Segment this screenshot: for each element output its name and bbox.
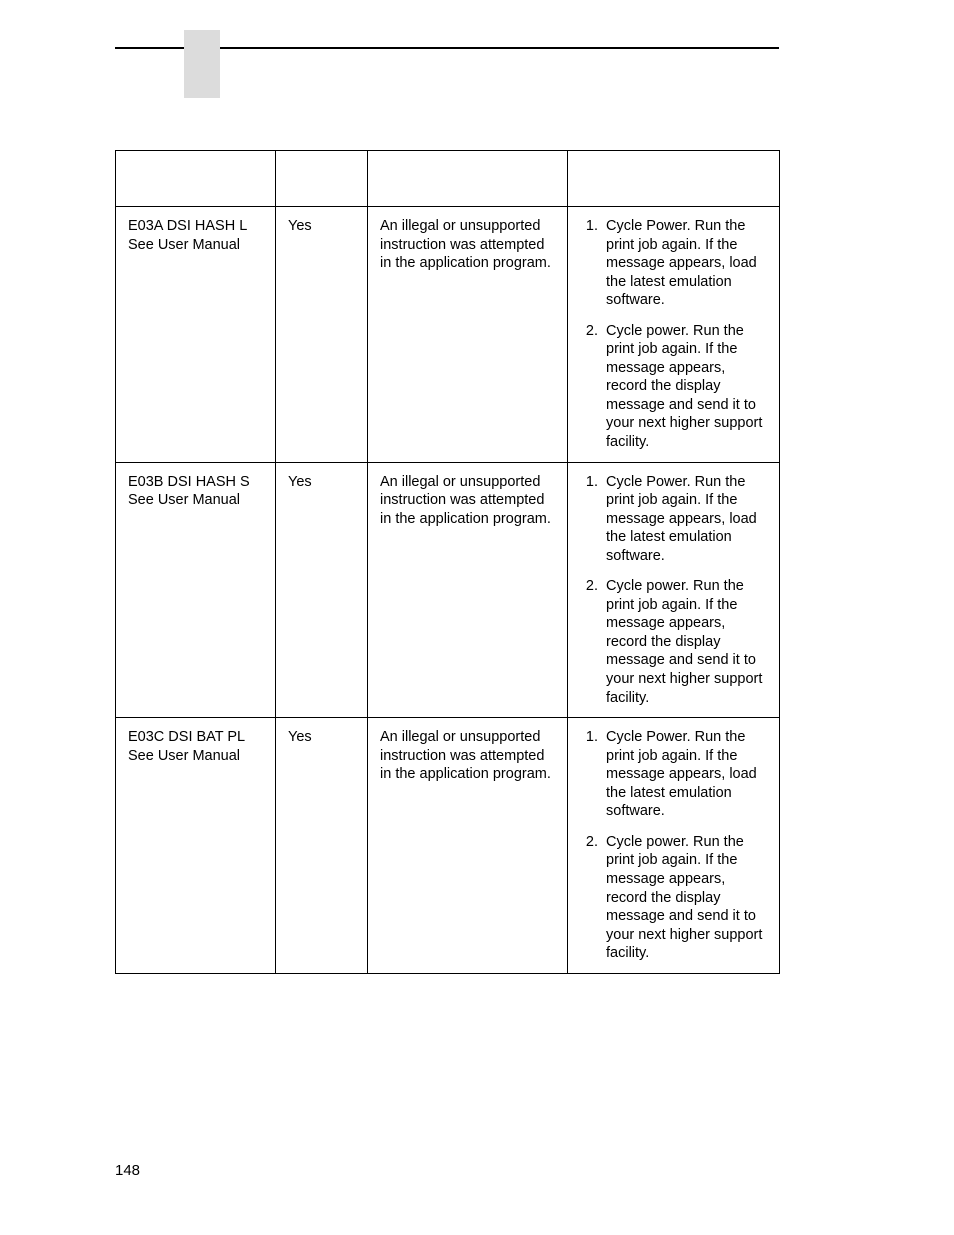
col-header-clear — [276, 151, 368, 207]
solution-list: Cycle Power. Run the print job again. If… — [580, 728, 769, 963]
error-codes-table-wrap: E03A DSI HASH L See User Manual Yes An i… — [115, 150, 779, 974]
error-codes-table: E03A DSI HASH L See User Manual Yes An i… — [115, 150, 780, 974]
cell-solution: Cycle Power. Run the print job again. If… — [568, 718, 780, 974]
solution-list: Cycle Power. Run the print job again. If… — [580, 473, 769, 708]
table-row: E03A DSI HASH L See User Manual Yes An i… — [116, 207, 780, 463]
solution-item: Cycle power. Run the print job again. If… — [602, 833, 769, 963]
col-header-solution — [568, 151, 780, 207]
solution-item: Cycle power. Run the print job again. If… — [602, 577, 769, 707]
message-code: E03B DSI HASH S — [128, 473, 265, 492]
solution-item: Cycle power. Run the print job again. If… — [602, 322, 769, 452]
header-tab — [184, 30, 220, 98]
message-subtext: See User Manual — [128, 236, 265, 255]
cell-solution: Cycle Power. Run the print job again. If… — [568, 462, 780, 718]
cell-solution: Cycle Power. Run the print job again. If… — [568, 207, 780, 463]
cell-message: E03A DSI HASH L See User Manual — [116, 207, 276, 463]
message-subtext: See User Manual — [128, 747, 265, 766]
header-rule-right — [220, 47, 779, 49]
message-subtext: See User Manual — [128, 491, 265, 510]
col-header-explanation — [368, 151, 568, 207]
page-number: 148 — [115, 1162, 140, 1179]
solution-item: Cycle Power. Run the print job again. If… — [602, 473, 769, 566]
solution-item: Cycle Power. Run the print job again. If… — [602, 217, 769, 310]
message-code: E03C DSI BAT PL — [128, 728, 265, 747]
table-header-row — [116, 151, 780, 207]
cell-message: E03B DSI HASH S See User Manual — [116, 462, 276, 718]
cell-clear: Yes — [276, 718, 368, 974]
cell-explanation: An illegal or unsupported instruction wa… — [368, 462, 568, 718]
solution-item: Cycle Power. Run the print job again. If… — [602, 728, 769, 821]
header-rule-left — [115, 47, 184, 49]
col-header-message — [116, 151, 276, 207]
cell-clear: Yes — [276, 207, 368, 463]
solution-list: Cycle Power. Run the print job again. If… — [580, 217, 769, 452]
cell-explanation: An illegal or unsupported instruction wa… — [368, 718, 568, 974]
cell-message: E03C DSI BAT PL See User Manual — [116, 718, 276, 974]
table-row: E03B DSI HASH S See User Manual Yes An i… — [116, 462, 780, 718]
table-row: E03C DSI BAT PL See User Manual Yes An i… — [116, 718, 780, 974]
cell-explanation: An illegal or unsupported instruction wa… — [368, 207, 568, 463]
message-code: E03A DSI HASH L — [128, 217, 265, 236]
cell-clear: Yes — [276, 462, 368, 718]
